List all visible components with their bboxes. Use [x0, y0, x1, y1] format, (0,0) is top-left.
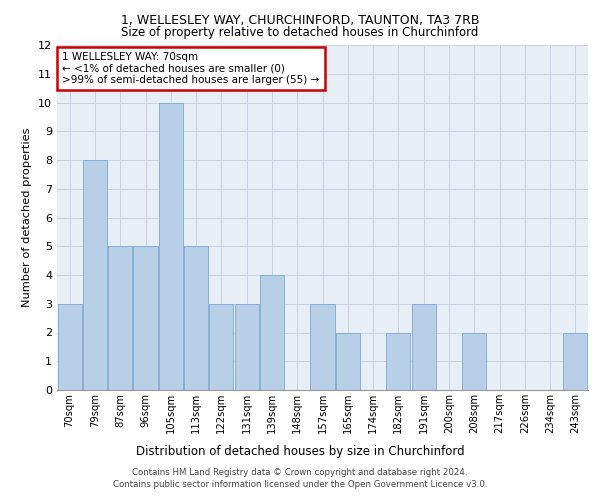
Text: Distribution of detached houses by size in Churchinford: Distribution of detached houses by size …	[136, 444, 464, 458]
Bar	[412, 304, 436, 390]
Text: Contains HM Land Registry data © Crown copyright and database right 2024.
Contai: Contains HM Land Registry data © Crown c…	[113, 468, 487, 489]
Bar	[83, 160, 107, 390]
Bar	[209, 304, 233, 390]
Bar	[462, 332, 486, 390]
Bar	[386, 332, 410, 390]
Text: Size of property relative to detached houses in Churchinford: Size of property relative to detached ho…	[121, 26, 479, 39]
Y-axis label: Number of detached properties: Number of detached properties	[22, 128, 32, 307]
Bar	[133, 246, 158, 390]
Bar	[58, 304, 82, 390]
Bar	[159, 102, 183, 390]
Bar	[108, 246, 132, 390]
Bar	[336, 332, 360, 390]
Bar	[310, 304, 335, 390]
Text: 1, WELLESLEY WAY, CHURCHINFORD, TAUNTON, TA3 7RB: 1, WELLESLEY WAY, CHURCHINFORD, TAUNTON,…	[121, 14, 479, 27]
Bar	[184, 246, 208, 390]
Text: 1 WELLESLEY WAY: 70sqm
← <1% of detached houses are smaller (0)
>99% of semi-det: 1 WELLESLEY WAY: 70sqm ← <1% of detached…	[62, 52, 320, 85]
Bar	[260, 275, 284, 390]
Bar	[235, 304, 259, 390]
Bar	[563, 332, 587, 390]
